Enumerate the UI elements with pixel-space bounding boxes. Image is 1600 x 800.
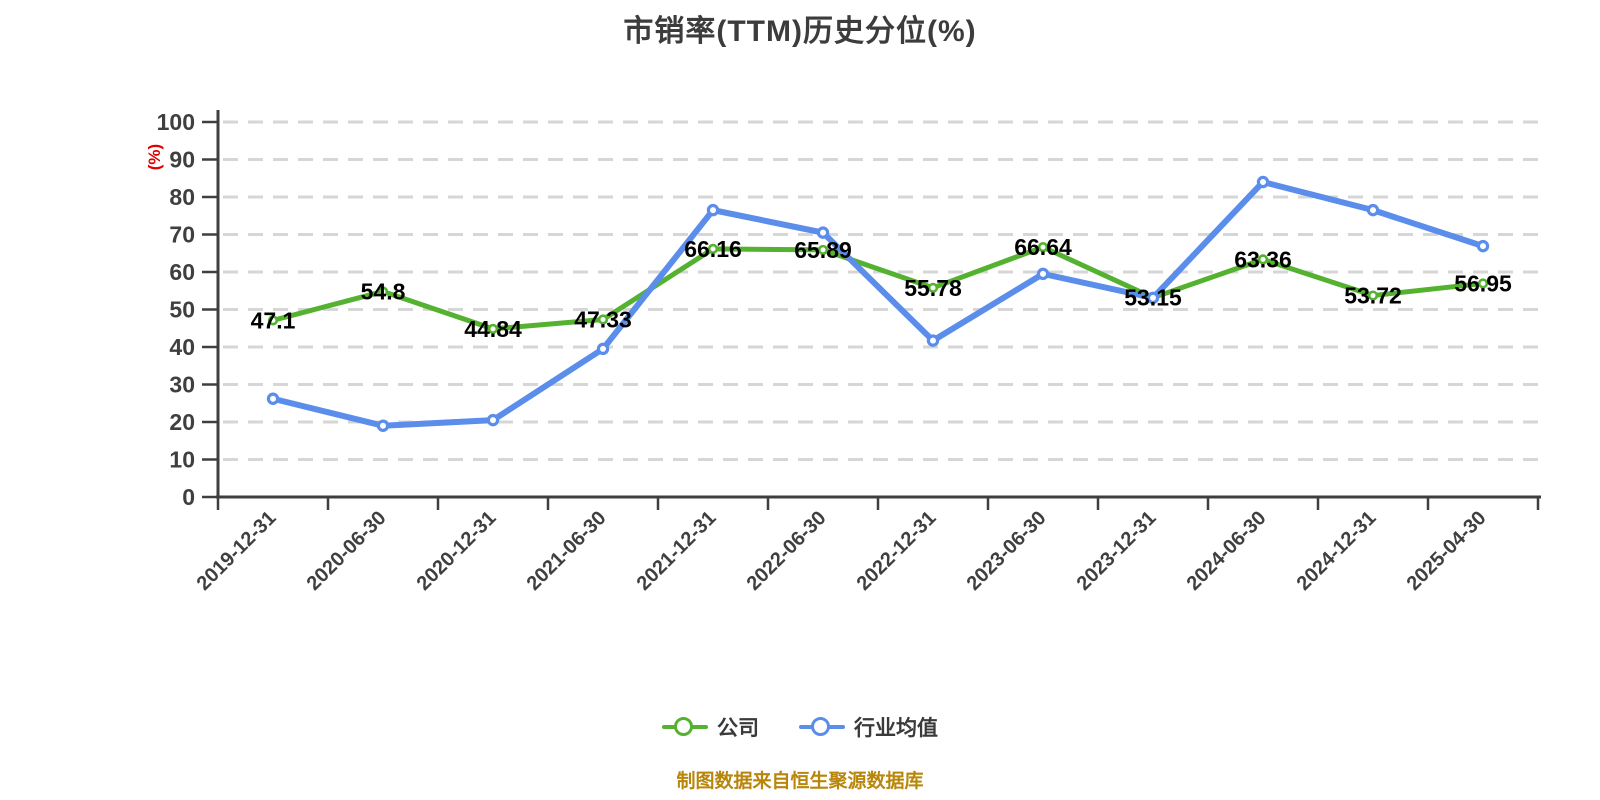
industry-average-point[interactable] [1476,239,1490,253]
data-label: 66.16 [684,236,742,262]
x-tick-label: 2023-12-31 [1073,507,1161,595]
chart-title: 市销率(TTM)历史分位(%) [623,15,977,48]
x-tick-label: 2024-12-31 [1293,507,1381,595]
industry-average-point[interactable] [596,342,610,356]
industry-average-point[interactable] [486,413,500,427]
y-tick-label: 10 [169,447,195,473]
data-label: 66.64 [1014,234,1072,260]
y-tick-label: 50 [169,297,195,323]
x-tick-label: 2022-06-30 [743,507,831,595]
company-line [270,244,1486,332]
data-label: 53.15 [1124,285,1182,311]
industry-average-point[interactable] [1146,291,1160,305]
data-label: 65.89 [794,237,852,263]
legend: 公司 行业均值 [0,712,1600,742]
company-point[interactable] [597,314,609,325]
legend-label-industry-average: 行业均值 [854,717,938,740]
industry-average-point[interactable] [1366,203,1380,217]
company-point[interactable] [487,323,499,334]
data-label: 54.8 [361,279,406,305]
y-tick-label: 100 [157,109,195,135]
industry-average-point[interactable] [706,203,720,217]
industry-average-point[interactable] [1256,175,1270,189]
y-tick-label: 0 [182,484,195,510]
legend-item-industry-average[interactable]: 行业均值 [799,712,938,742]
y-tick-label: 60 [169,259,195,285]
x-tick-label: 2025-04-30 [1403,507,1491,595]
industry-average-point[interactable] [376,419,390,432]
data-label: 55.78 [904,275,962,301]
y-tick-label: 20 [169,409,195,435]
data-source-note: 制图数据来自恒生聚源数据库 [676,771,924,792]
industry-average-line [270,179,1486,429]
company-series-marker-icon [662,716,708,738]
data-label: 63.36 [1234,246,1292,272]
x-tick-label: 2021-06-30 [523,507,611,595]
industry-series-marker-icon [799,716,845,738]
industry-average-point[interactable] [266,392,280,405]
company-point[interactable] [1367,290,1379,301]
company-point[interactable] [817,244,829,256]
data-label: 53.72 [1344,283,1402,309]
y-tick-label: 80 [169,184,195,210]
y-tick-label: 90 [169,147,195,173]
company-point[interactable] [377,286,389,297]
industry-average-point[interactable] [1036,267,1050,281]
industry-average-point[interactable] [926,334,940,347]
company-point[interactable] [927,282,939,293]
y-tick-label: 70 [169,222,195,248]
x-tick-label: 2020-12-31 [413,507,501,595]
data-label: 47.1 [251,307,296,333]
company-point[interactable] [1037,242,1049,253]
industry-average-point[interactable] [816,226,830,239]
company-point[interactable] [707,243,719,254]
x-tick-label: 2021-12-31 [633,507,721,595]
data-label: 56.95 [1454,270,1512,296]
x-tick-label: 2023-06-30 [963,507,1051,595]
data-label: 47.33 [574,307,632,333]
legend-item-company[interactable]: 公司 [662,712,759,742]
data-label: 44.84 [464,316,522,342]
x-tick-label: 2024-06-30 [1183,507,1271,595]
x-tick-label: 2022-12-31 [853,507,941,595]
y-tick-label: 40 [169,334,195,360]
y-tick-label: 30 [169,372,195,398]
x-tick-label: 2019-12-31 [193,507,281,595]
company-point[interactable] [267,315,279,326]
legend-label-company: 公司 [717,717,759,740]
x-tick-label: 2020-06-30 [303,507,391,595]
company-point[interactable] [1257,254,1269,265]
company-point[interactable] [1477,278,1489,289]
